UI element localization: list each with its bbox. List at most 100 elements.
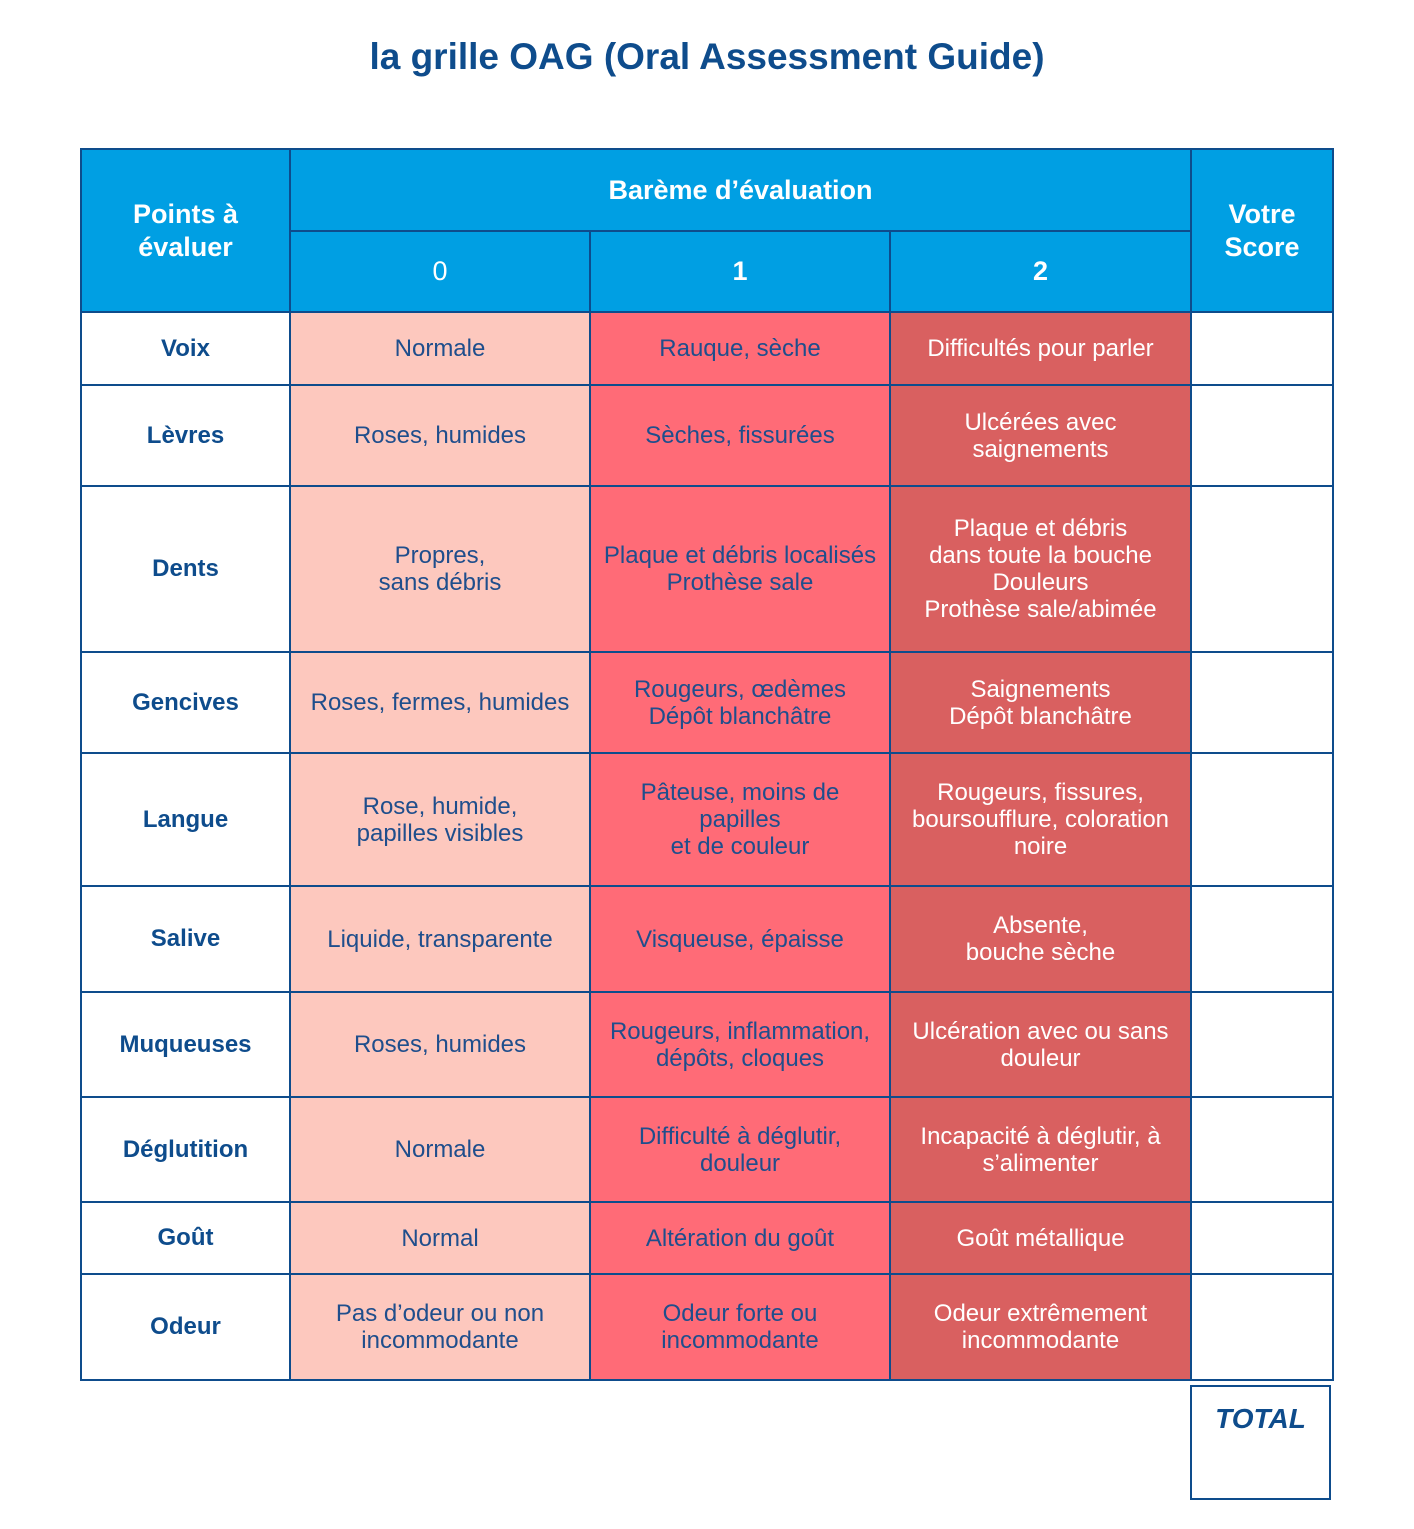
point-label: Gencives <box>80 651 291 754</box>
total-label: TOTAL <box>1215 1403 1306 1434</box>
votre-score-cell[interactable] <box>1190 1201 1334 1275</box>
score-2-cell: Difficultés pour parler <box>889 311 1192 386</box>
score-0-text: Roses, humides <box>353 1031 527 1058</box>
score-1-text: Rougeurs, inflammation, dépôts, cloques <box>609 1017 871 1072</box>
score-1-text: Visqueuse, épaisse <box>636 925 844 953</box>
score-2-cell: Rougeurs, fissures, boursoufflure, color… <box>889 752 1192 887</box>
point-label: Déglutition <box>80 1096 291 1203</box>
score-0-text: Roses, fermes, humides <box>310 689 570 716</box>
score-0-text: Roses, humides <box>353 422 527 449</box>
score-1-cell: Plaque et débris localisés Prothèse sale <box>589 485 891 653</box>
score-0-text: Liquide, transparente <box>327 925 553 953</box>
header-votre-score: Votre Score <box>1190 148 1334 313</box>
votre-score-cell[interactable] <box>1190 384 1334 487</box>
score-0-cell: Normale <box>289 1096 591 1203</box>
total-box[interactable]: TOTAL <box>1190 1385 1331 1500</box>
score-1-text: Altération du goût <box>645 1224 835 1252</box>
score-2-cell: Ulcération avec ou sans douleur <box>889 991 1192 1098</box>
point-label: Dents <box>80 485 291 653</box>
table-row: Lèvres Roses, humides Sèches, fissurées … <box>80 384 1334 487</box>
score-0-cell: Roses, humides <box>289 384 591 487</box>
table-row: Dents Propres, sans débris Plaque et déb… <box>80 485 1334 653</box>
score-1-text: Rougeurs, œdèmes Dépôt blanchâtre <box>633 675 847 730</box>
score-2-cell: Plaque et débris dans toute la bouche Do… <box>889 485 1192 653</box>
score-1-text: Sèches, fissurées <box>645 422 835 449</box>
score-1-cell: Odeur forte ou incommodante <box>589 1273 891 1381</box>
oag-table: Points à évaluer Barème d’évaluation Vot… <box>80 148 1334 1381</box>
votre-score-cell[interactable] <box>1190 651 1334 754</box>
score-2-text: Absente, bouche sèche <box>965 912 1116 966</box>
score-1-cell: Rougeurs, inflammation, dépôts, cloques <box>589 991 891 1098</box>
header-score-1: 1 <box>589 230 891 313</box>
point-label: Salive <box>80 885 291 993</box>
score-0-cell: Normale <box>289 311 591 386</box>
page-title: la grille OAG (Oral Assessment Guide) <box>369 36 1045 77</box>
score-2-text: Difficultés pour parler <box>927 335 1154 362</box>
score-2-text: Saignements Dépôt blanchâtre <box>949 675 1132 730</box>
votre-score-cell[interactable] <box>1190 1096 1334 1203</box>
score-0-cell: Pas d’odeur ou non incommodante <box>289 1273 591 1381</box>
point-label: Muqueuses <box>80 991 291 1098</box>
score-1-text: Rauque, sèche <box>659 335 821 362</box>
table-row: Muqueuses Roses, humides Rougeurs, infla… <box>80 991 1334 1098</box>
score-1-text: Pâteuse, moins de papilles et de couleur <box>640 779 840 860</box>
score-2-cell: Goût métallique <box>889 1201 1192 1275</box>
header-bareme: Barème d’évaluation <box>289 148 1192 232</box>
header-points-label: Points à évaluer <box>132 198 239 262</box>
score-2-cell: Ulcérées avec saignements <box>889 384 1192 487</box>
table-row: Goût Normal Altération du goût Goût méta… <box>80 1201 1334 1275</box>
score-1-cell: Altération du goût <box>589 1201 891 1275</box>
score-0-text: Pas d’odeur ou non incommodante <box>335 1300 545 1354</box>
score-1-cell: Sèches, fissurées <box>589 384 891 487</box>
header-votre-score-label: Votre Score <box>1224 198 1300 262</box>
score-1-text: Plaque et débris localisés Prothèse sale <box>603 542 877 596</box>
header-points-a-evaluer: Points à évaluer <box>80 148 291 313</box>
score-2-text: Rougeurs, fissures, boursoufflure, color… <box>911 779 1170 860</box>
score-1-cell: Visqueuse, épaisse <box>589 885 891 993</box>
table-row: Gencives Roses, fermes, humides Rougeurs… <box>80 651 1334 754</box>
votre-score-cell[interactable] <box>1190 991 1334 1098</box>
table-row: Odeur Pas d’odeur ou non incommodante Od… <box>80 1273 1334 1381</box>
score-1-cell: Rauque, sèche <box>589 311 891 386</box>
table-row: Langue Rose, humide, papilles visibles P… <box>80 752 1334 887</box>
score-0-text: Normale <box>394 335 486 362</box>
table-row: Déglutition Normale Difficulté à dégluti… <box>80 1096 1334 1203</box>
table-row: Salive Liquide, transparente Visqueuse, … <box>80 885 1334 993</box>
votre-score-cell[interactable] <box>1190 752 1334 887</box>
point-label: Voix <box>80 311 291 386</box>
header-score-2: 2 <box>889 230 1192 313</box>
votre-score-cell[interactable] <box>1190 885 1334 993</box>
score-0-text: Propres, sans débris <box>378 542 502 596</box>
votre-score-cell[interactable] <box>1190 1273 1334 1381</box>
votre-score-cell[interactable] <box>1190 485 1334 653</box>
point-label: Langue <box>80 752 291 887</box>
score-0-text: Normal <box>401 1224 479 1252</box>
score-2-text: Plaque et débris dans toute la bouche Do… <box>924 515 1157 623</box>
score-2-cell: Absente, bouche sèche <box>889 885 1192 993</box>
score-2-text: Ulcération avec ou sans douleur <box>912 1017 1169 1072</box>
point-label: Odeur <box>80 1273 291 1381</box>
score-0-cell: Roses, humides <box>289 991 591 1098</box>
header-bareme-label: Barème d’évaluation <box>608 174 873 205</box>
score-0-cell: Rose, humide, papilles visibles <box>289 752 591 887</box>
oag-table-body: Voix Normale Rauque, sèche Difficultés p… <box>80 311 1334 1381</box>
score-0-cell: Normal <box>289 1201 591 1275</box>
score-0-cell: Liquide, transparente <box>289 885 591 993</box>
point-label: Lèvres <box>80 384 291 487</box>
score-1-text: Difficulté à déglutir, douleur <box>638 1122 842 1177</box>
header-score-0: 0 <box>289 230 591 313</box>
score-2-text: Incapacité à déglutir, à s’alimenter <box>920 1122 1161 1177</box>
score-2-text: Goût métallique <box>956 1224 1125 1252</box>
score-2-text: Ulcérées avec saignements <box>964 408 1117 463</box>
score-2-cell: Incapacité à déglutir, à s’alimenter <box>889 1096 1192 1203</box>
score-0-cell: Propres, sans débris <box>289 485 591 653</box>
score-0-text: Rose, humide, papilles visibles <box>356 792 524 847</box>
score-2-cell: Saignements Dépôt blanchâtre <box>889 651 1192 754</box>
table-row: Voix Normale Rauque, sèche Difficultés p… <box>80 311 1334 386</box>
score-1-cell: Rougeurs, œdèmes Dépôt blanchâtre <box>589 651 891 754</box>
score-0-cell: Roses, fermes, humides <box>289 651 591 754</box>
score-1-cell: Difficulté à déglutir, douleur <box>589 1096 891 1203</box>
score-1-text: Odeur forte ou incommodante <box>661 1300 819 1354</box>
votre-score-cell[interactable] <box>1190 311 1334 386</box>
point-label: Goût <box>80 1201 291 1275</box>
